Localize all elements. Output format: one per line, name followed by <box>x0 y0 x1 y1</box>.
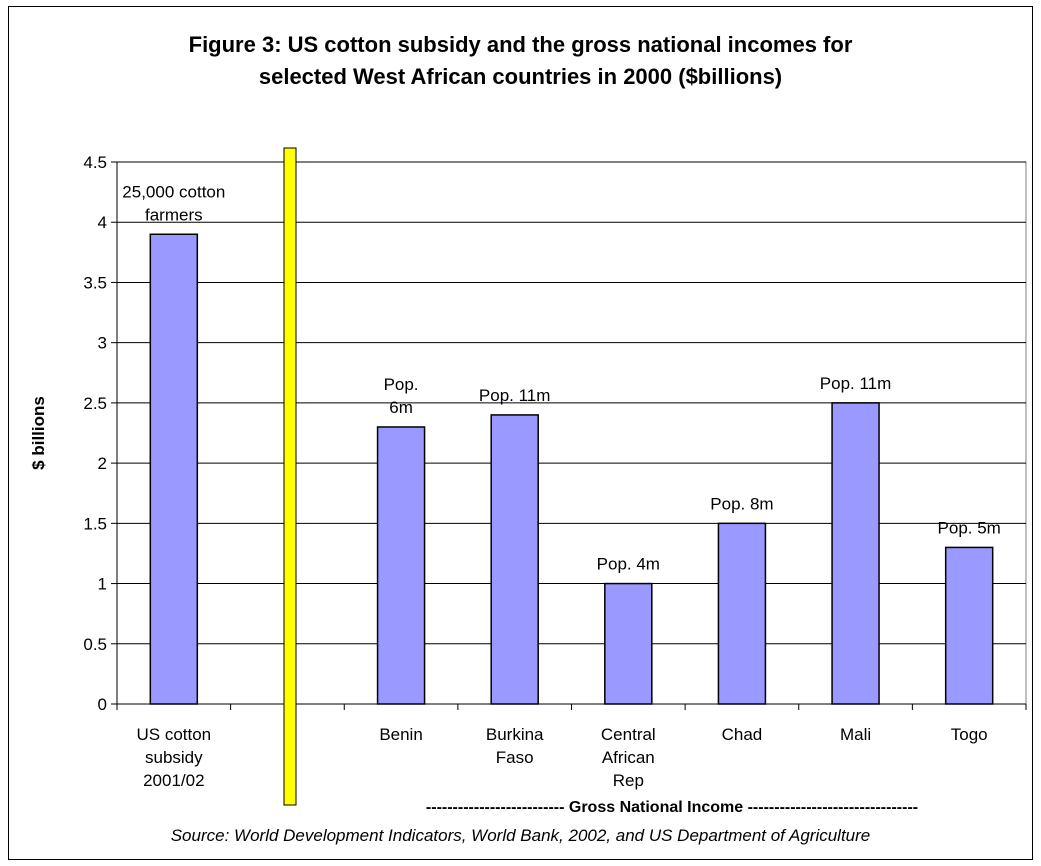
data-label: farmers <box>145 205 203 224</box>
chart-title: Figure 3: US cotton subsidy and the gros… <box>60 29 981 93</box>
y-tick-label: 0.5 <box>83 635 107 654</box>
divider-bar <box>283 147 297 806</box>
y-tick-label: 1 <box>98 575 107 594</box>
bar <box>376 426 426 705</box>
chart-title-line-2: selected West African countries in 2000 … <box>258 64 783 89</box>
x-category-label: Mali <box>840 725 871 744</box>
y-tick-label: 4 <box>98 213 107 232</box>
source-note: Source: World Development Indicators, Wo… <box>170 826 871 845</box>
data-label: Pop. 8m <box>710 494 773 513</box>
x-category-label: Burkina <box>486 725 544 744</box>
data-label: Pop. 4m <box>597 555 660 574</box>
bar <box>490 414 539 705</box>
plot-area <box>116 161 1027 705</box>
x-category-label: Rep <box>613 771 644 790</box>
y-tick-label: 1.5 <box>83 514 107 533</box>
data-label: Pop. 11m <box>820 374 892 393</box>
bar <box>149 233 199 705</box>
x-category-label: Chad <box>722 725 763 744</box>
y-tick-label: 3 <box>98 334 107 353</box>
y-tick-label: 3.5 <box>83 273 107 292</box>
bar <box>604 582 653 705</box>
x-axis-title: -------------------------- Gross Nationa… <box>426 799 918 816</box>
chart-title-line-1: Figure 3: US cotton subsidy and the gros… <box>188 32 853 57</box>
x-category-label: Togo <box>951 725 988 744</box>
bar <box>717 522 767 705</box>
data-label: Pop. 5m <box>938 518 1001 537</box>
y-tick-label: 2 <box>98 454 107 473</box>
bar <box>831 402 880 705</box>
y-tick-label: 2.5 <box>83 394 107 413</box>
y-tick-label: 0 <box>98 695 107 714</box>
data-label: 6m <box>389 398 413 417</box>
bar <box>944 546 994 705</box>
data-label: 25,000 cotton <box>122 182 225 201</box>
x-category-label: African <box>602 748 655 767</box>
x-category-label: Benin <box>379 725 422 744</box>
x-category-label: 2001/02 <box>143 771 204 790</box>
x-category-label: Faso <box>496 748 534 767</box>
data-label: Pop. 11m <box>479 386 551 405</box>
x-category-label: Central <box>601 725 656 744</box>
y-axis-title: $ billions <box>29 396 48 470</box>
x-category-label: US cotton <box>136 725 211 744</box>
y-tick-label: 4.5 <box>83 153 107 172</box>
data-label: Pop. <box>384 375 419 394</box>
x-category-label: subsidy <box>145 748 203 767</box>
